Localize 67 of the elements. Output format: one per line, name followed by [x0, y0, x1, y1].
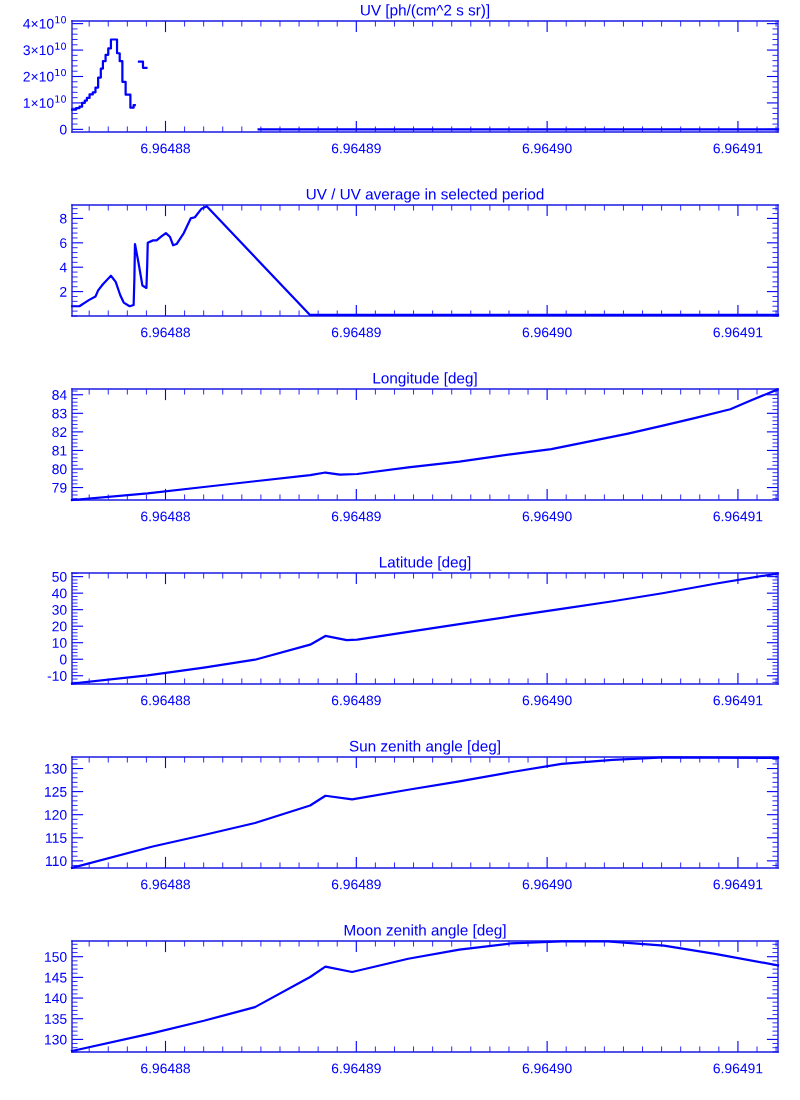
y-tick-label: 1×10$^{10}$: [23, 95, 66, 108]
y-tick-label: 83: [52, 408, 67, 419]
chart-title: Latitude [deg]: [379, 556, 471, 571]
y-tick-label: 140: [45, 993, 67, 1004]
y-tick-label: 84: [52, 390, 67, 400]
y-tick-label: -10: [47, 671, 67, 681]
x-tick-label: 6.96490: [522, 695, 572, 706]
y-tick-label: 0: [59, 654, 67, 665]
chart-title: UV / UV average in selected period: [306, 188, 544, 203]
line-series: [70, 572, 779, 685]
x-tick-label: 6.96488: [141, 143, 190, 154]
chart-title: Sun zenith angle [deg]: [349, 740, 500, 755]
y-tick-label: 50: [52, 571, 67, 582]
x-tick-label: 6.96491: [713, 327, 763, 338]
x-tick-label: 6.96488: [141, 879, 190, 890]
x-tick-label: 6.96488: [141, 1063, 190, 1074]
y-tick-label: 150: [45, 952, 67, 962]
y-tick-label: 145: [45, 972, 67, 983]
x-tick-label: 6.96488: [141, 327, 190, 338]
x-tick-label: 6.96490: [522, 879, 572, 890]
y-tick-label: 2: [60, 286, 67, 297]
y-tick-label: 125: [45, 786, 67, 797]
y-tick-label: 115: [46, 833, 67, 843]
x-tick-label: 6.96490: [522, 511, 572, 522]
line-series: [70, 388, 779, 502]
line-series: [70, 756, 780, 869]
y-tick-label: 8: [60, 213, 67, 224]
y-tick-label: 130: [45, 763, 67, 774]
y-tick-label: 2×10$^{10}$: [23, 68, 66, 82]
y-tick-label: 0: [59, 124, 67, 135]
line-series: [71, 205, 780, 316]
x-tick-label: 6.96490: [522, 143, 572, 154]
y-tick-label: 110: [46, 856, 67, 867]
x-tick-label: 6.96491: [713, 695, 763, 706]
y-tick-label: 82: [52, 427, 67, 438]
chart-title: Longitude [deg]: [373, 372, 477, 387]
y-tick-label: 81: [52, 445, 67, 456]
y-tick-label: 4: [59, 262, 67, 273]
x-tick-label: 6.96489: [331, 143, 381, 154]
x-tick-label: 6.96491: [713, 511, 763, 522]
x-tick-label: 6.96490: [522, 1063, 572, 1074]
x-tick-label: 6.96489: [331, 695, 381, 706]
line-series: [70, 940, 780, 1053]
x-tick-label: 6.96489: [331, 879, 381, 890]
y-tick-label: 80: [52, 464, 67, 475]
x-tick-label: 6.96490: [522, 327, 572, 338]
x-tick-label: 6.96488: [141, 695, 190, 706]
y-tick-label: 20: [52, 621, 67, 632]
y-tick-label: 120: [45, 810, 67, 820]
chart-title: UV [ph/(cm^2 s sr)]: [361, 4, 490, 19]
y-tick-label: 3×10$^{10}$: [23, 42, 66, 56]
y-tick-label: 30: [52, 605, 67, 615]
x-tick-label: 6.96489: [331, 327, 381, 338]
x-tick-label: 6.96489: [331, 1063, 381, 1074]
x-tick-label: 6.96491: [713, 1063, 763, 1074]
x-tick-label: 6.96491: [713, 879, 763, 890]
y-tick-label: 40: [52, 588, 67, 599]
x-tick-label: 6.96488: [141, 511, 190, 522]
y-tick-label: 4×10$^{10}$: [23, 16, 66, 29]
y-tick-label: 79: [52, 482, 67, 493]
chart-title: Moon zenith angle [deg]: [344, 924, 506, 939]
y-tick-label: 135: [45, 1014, 67, 1024]
x-tick-label: 6.96489: [331, 511, 381, 522]
y-tick-label: 130: [45, 1034, 67, 1045]
y-tick-label: 6: [60, 238, 67, 248]
y-tick-label: 10: [52, 638, 67, 648]
x-tick-label: 6.96491: [713, 143, 763, 154]
